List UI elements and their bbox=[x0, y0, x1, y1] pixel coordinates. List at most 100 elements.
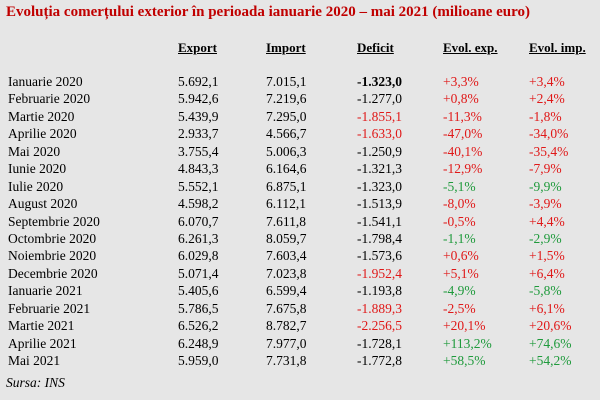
evol-imp-cell: -35,4% bbox=[529, 143, 569, 159]
table-row: Martie 2020 5.439,9 7.295,0 -1.855,1 -11,3% -… bbox=[0, 108, 600, 125]
deficit-cell: -1.728,1 bbox=[357, 335, 402, 351]
table-row: Ianuarie 2021 5.405,6 6.599,4 -1.193,8 -4,9%… bbox=[0, 282, 600, 299]
export-cell: 6.070,7 bbox=[178, 213, 219, 229]
deficit-cell: -1.541,1 bbox=[357, 213, 402, 229]
export-cell: 5.405,6 bbox=[178, 283, 219, 299]
export-cell: 6.526,2 bbox=[178, 318, 219, 334]
evol-imp-cell: +20,6% bbox=[529, 318, 572, 334]
deficit-cell: -1.633,0 bbox=[357, 126, 402, 142]
evol-imp-cell: +6,4% bbox=[529, 265, 565, 281]
evol-imp-cell: -3,9% bbox=[529, 196, 562, 212]
evol-imp-cell: -5,8% bbox=[529, 283, 562, 299]
deficit-cell: -1.573,6 bbox=[357, 248, 402, 264]
evol-exp-cell: +5,1% bbox=[443, 265, 479, 281]
evol-imp-cell: -1,8% bbox=[529, 108, 562, 124]
data-table: Ianuarie 2020 5.692,1 7.015,1 -1.323,0 +3,3%… bbox=[0, 73, 600, 369]
evol-imp-cell: -9,9% bbox=[529, 178, 562, 194]
import-cell: 5.006,3 bbox=[266, 143, 307, 159]
import-cell: 7.977,0 bbox=[266, 335, 307, 351]
evol-exp-cell: -47,0% bbox=[443, 126, 483, 142]
evol-imp-cell: -2,9% bbox=[529, 230, 562, 246]
month-cell: Octombrie 2020 bbox=[8, 230, 97, 246]
export-cell: 5.942,6 bbox=[178, 91, 219, 107]
table-row: Septembrie 2020 6.070,7 7.611,8 -1.541,1 -0,… bbox=[0, 213, 600, 230]
header-evol-imp: Evol. imp. bbox=[529, 40, 586, 55]
month-cell: Februarie 2020 bbox=[8, 91, 91, 107]
import-cell: 7.731,8 bbox=[266, 353, 307, 368]
month-cell: Noiembrie 2020 bbox=[8, 248, 97, 264]
table-row: Ianuarie 2020 5.692,1 7.015,1 -1.323,0 +3,3%… bbox=[0, 73, 600, 90]
deficit-cell: -1.855,1 bbox=[357, 108, 402, 124]
deficit-cell: -1.323,0 bbox=[357, 74, 402, 89]
deficit-cell: -1.772,8 bbox=[357, 353, 402, 368]
import-cell: 7.015,1 bbox=[266, 74, 307, 89]
evol-imp-cell: +74,6% bbox=[529, 335, 572, 351]
deficit-cell: -1.798,4 bbox=[357, 230, 402, 246]
export-cell: 6.029,8 bbox=[178, 248, 219, 264]
evol-imp-cell: +1,5% bbox=[529, 248, 565, 264]
evol-imp-cell: +54,2% bbox=[529, 353, 572, 368]
evol-exp-cell: +58,5% bbox=[443, 353, 486, 368]
evol-exp-cell: -5,1% bbox=[443, 178, 476, 194]
evol-imp-cell: +6,1% bbox=[529, 300, 565, 316]
deficit-cell: -1.513,9 bbox=[357, 196, 402, 212]
deficit-cell: -1.323,0 bbox=[357, 178, 402, 194]
month-cell: Mai 2020 bbox=[8, 143, 61, 159]
evol-exp-cell: +3,3% bbox=[443, 74, 479, 89]
export-cell: 5.552,1 bbox=[178, 178, 219, 194]
table-row: Iulie 2020 5.552,1 6.875,1 -1.323,0 -5,1% -9,… bbox=[0, 178, 600, 195]
export-cell: 4.843,3 bbox=[178, 161, 219, 177]
export-cell: 5.959,0 bbox=[178, 353, 219, 368]
table-row: Mai 2020 3.755,4 5.006,3 -1.250,9 -40,1% -35,… bbox=[0, 143, 600, 160]
evol-exp-cell: -4,9% bbox=[443, 283, 476, 299]
import-cell: 7.603,4 bbox=[266, 248, 307, 264]
table-row: Iunie 2020 4.843,3 6.164,6 -1.321,3 -12,9% -7… bbox=[0, 160, 600, 177]
evol-exp-cell: +20,1% bbox=[443, 318, 486, 334]
month-cell: Ianuarie 2020 bbox=[8, 74, 83, 89]
evol-imp-cell: +4,4% bbox=[529, 213, 565, 229]
evol-imp-cell: -34,0% bbox=[529, 126, 569, 142]
month-cell: Mai 2021 bbox=[8, 353, 61, 368]
export-cell: 5.071,4 bbox=[178, 265, 219, 281]
export-cell: 5.692,1 bbox=[178, 74, 219, 89]
evol-exp-cell: +0,6% bbox=[443, 248, 479, 264]
import-cell: 6.112,1 bbox=[266, 196, 306, 212]
import-cell: 7.675,8 bbox=[266, 300, 307, 316]
import-cell: 4.566,7 bbox=[266, 126, 307, 142]
page-title: Evoluția comerțului exterior în perioada… bbox=[6, 4, 530, 20]
import-cell: 7.611,8 bbox=[266, 213, 306, 229]
month-cell: Aprilie 2020 bbox=[8, 126, 77, 142]
deficit-cell: -2.256,5 bbox=[357, 318, 402, 334]
evol-imp-cell: +2,4% bbox=[529, 91, 565, 107]
export-cell: 5.439,9 bbox=[178, 108, 219, 124]
evol-exp-cell: -2,5% bbox=[443, 300, 476, 316]
evol-exp-cell: -40,1% bbox=[443, 143, 483, 159]
import-cell: 6.599,4 bbox=[266, 283, 307, 299]
source-note: Sursa: INS bbox=[6, 375, 65, 390]
evol-exp-cell: -0,5% bbox=[443, 213, 476, 229]
deficit-cell: -1.250,9 bbox=[357, 143, 402, 159]
table-row: August 2020 4.598,2 6.112,1 -1.513,9 -8,0% -3… bbox=[0, 195, 600, 212]
month-cell: Ianuarie 2021 bbox=[8, 283, 83, 299]
table-row: Mai 2021 5.959,0 7.731,8 -1.772,8 +58,5% +54,… bbox=[0, 352, 600, 369]
deficit-cell: -1.952,4 bbox=[357, 265, 402, 281]
export-cell: 4.598,2 bbox=[178, 196, 219, 212]
deficit-cell: -1.889,3 bbox=[357, 300, 402, 316]
import-cell: 8.059,7 bbox=[266, 230, 307, 246]
evol-imp-cell: -7,9% bbox=[529, 161, 562, 177]
table-row: Februarie 2020 5.942,6 7.219,6 -1.277,0 +0,8… bbox=[0, 90, 600, 107]
evol-exp-cell: +0,8% bbox=[443, 91, 479, 107]
table-row: Noiembrie 2020 6.029,8 7.603,4 -1.573,6 +0,6… bbox=[0, 247, 600, 264]
export-cell: 2.933,7 bbox=[178, 126, 219, 142]
month-cell: Aprilie 2021 bbox=[8, 335, 77, 351]
table-row: Octombrie 2020 6.261,3 8.059,7 -1.798,4 -1,1… bbox=[0, 230, 600, 247]
export-cell: 3.755,4 bbox=[178, 143, 219, 159]
month-cell: Iunie 2020 bbox=[8, 161, 67, 177]
month-cell: Martie 2020 bbox=[8, 108, 75, 124]
deficit-cell: -1.277,0 bbox=[357, 91, 402, 107]
import-cell: 7.219,6 bbox=[266, 91, 307, 107]
table-row: Decembrie 2020 5.071,4 7.023,8 -1.952,4 +5,1… bbox=[0, 265, 600, 282]
import-cell: 7.023,8 bbox=[266, 265, 307, 281]
table-row: Februarie 2021 5.786,5 7.675,8 -1.889,3 -2,5… bbox=[0, 300, 600, 317]
month-cell: Septembrie 2020 bbox=[8, 213, 100, 229]
